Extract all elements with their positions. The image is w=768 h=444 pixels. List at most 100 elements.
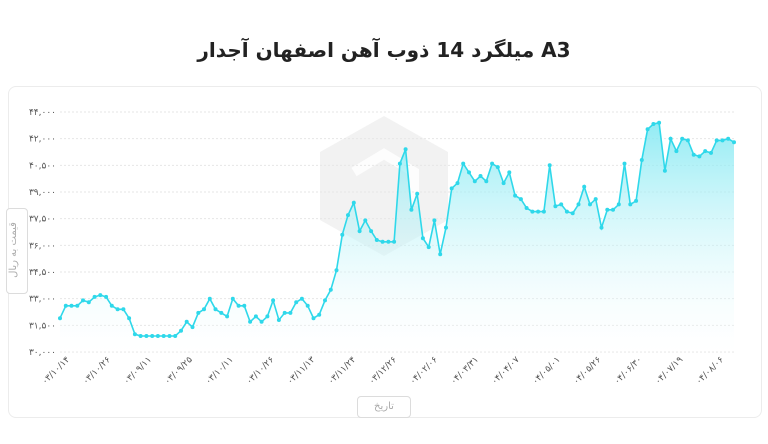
- data-point: [732, 140, 736, 145]
- data-point: [236, 303, 241, 308]
- data-point: [369, 229, 374, 234]
- y-axis-label-box: [6, 208, 28, 294]
- x-axis-label: تاریخ: [357, 396, 411, 418]
- data-point: [81, 298, 85, 303]
- data-point: [305, 303, 310, 308]
- data-point: [438, 252, 443, 257]
- x-tick-label: ۰۳/۱۰/۲۶: [81, 355, 113, 387]
- y-tick-label: ۴۰,۵۰۰: [29, 161, 56, 171]
- data-point: [167, 334, 172, 338]
- x-tick-label: ۰۴/۰۲/۰۶: [408, 355, 440, 387]
- data-point: [599, 225, 604, 230]
- data-point: [317, 312, 322, 317]
- y-tick-label: ۳۱,۵۰۰: [29, 321, 56, 331]
- y-tick-label: ۳۶,۰۰۰: [29, 241, 56, 251]
- data-point: [63, 303, 68, 308]
- data-point: [282, 310, 287, 315]
- data-point: [495, 165, 500, 170]
- y-tick-label: ۳۷,۵۰۰: [29, 215, 56, 225]
- data-point: [374, 238, 379, 242]
- data-point: [426, 245, 431, 250]
- data-point: [219, 310, 224, 315]
- data-point: [346, 213, 350, 218]
- data-point: [161, 334, 166, 338]
- data-point: [622, 161, 627, 166]
- x-tick-label: ۰۴/۰۷/۱۹: [653, 355, 685, 387]
- x-tick-label: ۰۳/۱۲/۲۶: [367, 355, 399, 387]
- series-line: [59, 121, 735, 337]
- data-point: [611, 207, 615, 212]
- data-point: [202, 307, 206, 312]
- data-point: [386, 239, 391, 244]
- data-point: [605, 207, 610, 212]
- series-area: [60, 122, 734, 352]
- data-point: [380, 239, 385, 244]
- x-tick-label: ۰۴/۰۶/۳۰: [612, 355, 644, 387]
- data-point: [242, 303, 247, 308]
- y-tick-label: ۳۰,۰۰۰: [29, 348, 56, 358]
- x-tick-label: ۰۴/۰۸/۰۶: [694, 355, 726, 387]
- data-point: [248, 319, 253, 324]
- data-point: [680, 136, 685, 141]
- data-point: [553, 204, 558, 209]
- data-point: [720, 138, 725, 143]
- data-point: [334, 268, 339, 273]
- data-point: [288, 310, 293, 315]
- x-tick-label: ۰۴/۰۵/۲۶: [572, 355, 604, 387]
- data-point: [651, 122, 656, 126]
- data-point: [109, 303, 114, 308]
- data-point: [536, 209, 541, 214]
- data-point: [432, 218, 437, 223]
- data-point: [323, 298, 327, 303]
- data-point: [363, 218, 368, 223]
- x-tick-label: ۰۳/۱۱/۱۳: [285, 355, 317, 387]
- y-tick-label: ۴۲,۰۰۰: [29, 135, 56, 145]
- data-point: [588, 202, 592, 207]
- data-point: [513, 193, 518, 198]
- data-point: [409, 207, 414, 212]
- data-point: [225, 314, 230, 319]
- x-tick-label: ۰۳/۱۰/۱۴: [40, 355, 72, 387]
- data-point: [490, 161, 495, 166]
- data-point: [467, 170, 471, 175]
- data-point: [155, 334, 160, 338]
- data-point: [697, 154, 702, 159]
- data-point: [657, 120, 662, 125]
- data-point: [628, 202, 633, 207]
- data-point: [444, 225, 448, 230]
- data-point: [714, 138, 719, 143]
- data-point: [132, 332, 137, 337]
- data-point: [507, 170, 512, 175]
- data-point: [472, 179, 477, 184]
- data-point: [530, 209, 535, 214]
- data-point: [616, 202, 621, 207]
- data-point: [121, 307, 126, 312]
- data-point: [104, 294, 109, 299]
- data-point: [213, 307, 218, 312]
- data-point: [86, 300, 91, 305]
- x-tick-label: ۰۴/۰۳/۳۱: [449, 355, 481, 387]
- data-point: [449, 186, 454, 191]
- data-point: [726, 136, 731, 141]
- data-point: [299, 296, 304, 301]
- data-point: [150, 334, 155, 338]
- data-point: [351, 200, 356, 205]
- data-point: [184, 319, 189, 324]
- data-point: [311, 316, 316, 321]
- data-point: [144, 334, 149, 338]
- data-point: [253, 314, 258, 319]
- data-point: [179, 328, 183, 333]
- data-point: [478, 174, 483, 178]
- data-point: [230, 296, 235, 301]
- data-point: [674, 149, 679, 154]
- data-point: [518, 197, 523, 202]
- data-point: [564, 209, 569, 214]
- x-tick-label: ۰۳/۱۰/۲۶: [245, 355, 277, 387]
- data-point: [259, 319, 264, 324]
- data-point: [98, 293, 103, 298]
- data-point: [392, 239, 397, 244]
- x-tick-label: ۰۳/۰۹/۱۱: [122, 355, 154, 387]
- data-point: [415, 191, 420, 196]
- data-point: [115, 307, 120, 312]
- data-point: [173, 334, 178, 338]
